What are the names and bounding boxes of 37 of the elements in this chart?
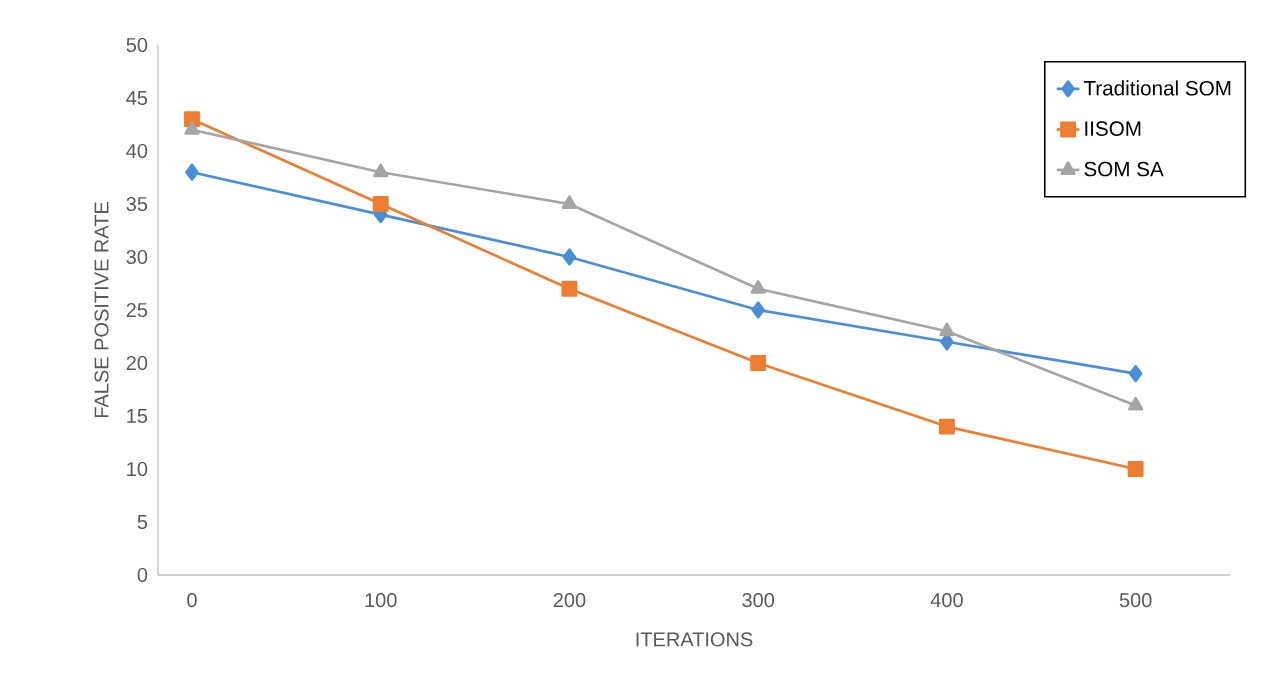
point [561,195,578,209]
y-tick-label: 5 [137,515,148,529]
x-tick-label: 400 [930,593,963,608]
x-axis-title: ITERATIONS [636,632,753,647]
point [1127,396,1144,411]
legend-label: IISOM [1085,121,1141,136]
point [562,248,577,266]
y-tick-label: 15 [127,409,148,423]
point [751,301,765,319]
y-tick-label: 45 [126,91,148,105]
point [938,418,955,435]
y-tick-label: 30 [126,249,148,265]
point [185,163,199,181]
y-axis-title: FALSE POSITIVE RATE [94,202,109,418]
point [373,163,389,178]
point [561,280,578,297]
x-tick-label: 100 [365,593,397,608]
legend-label: Traditional SOM [1083,80,1231,96]
y-tick-label: 40 [126,143,148,159]
x-tick-label: 200 [553,593,586,608]
y-tick-label: 50 [126,37,148,53]
x-tick-label: 300 [742,593,775,608]
point [750,280,766,294]
y-tick-label: 25 [126,302,148,318]
x-tick-label: 0 [187,593,197,608]
point [1128,364,1143,383]
y-tick-label: 35 [126,196,148,212]
point [184,121,200,135]
y-tick-label: 0 [137,567,148,583]
point [1127,461,1144,477]
point [372,196,389,212]
point [939,322,955,337]
y-tick-label: 10 [127,461,148,477]
point [750,355,767,371]
x-tick-label: 500 [1119,593,1152,608]
y-tick-label: 20 [126,355,148,371]
legend-label: SOM SA [1084,161,1164,177]
